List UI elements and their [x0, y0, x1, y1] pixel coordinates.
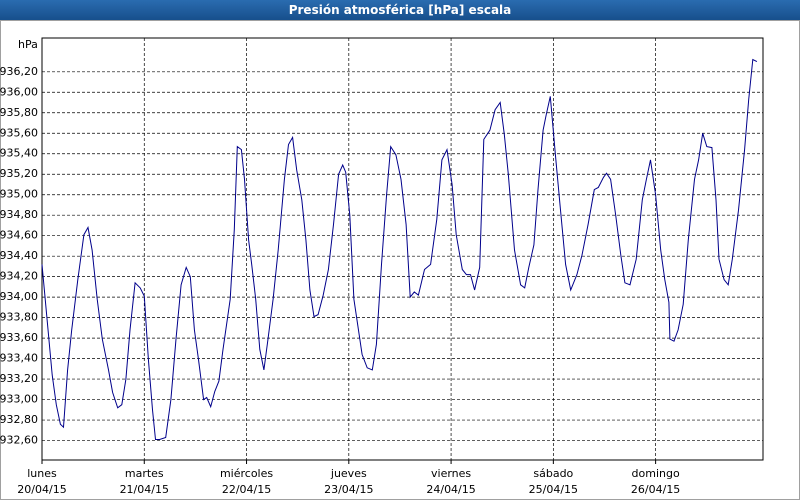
x-tick-label: lunes [27, 467, 57, 480]
y-tick-label: 935,20 [0, 167, 38, 180]
y-tick-label: 933,60 [0, 331, 38, 344]
x-tick-label: miércoles [220, 467, 273, 480]
x-tick-label: sábado [533, 467, 573, 480]
x-tick-date: 25/04/15 [529, 483, 578, 496]
x-tick-label: jueves [330, 467, 367, 480]
y-tick-label: 932,80 [0, 413, 38, 426]
y-tick-label: 932,60 [0, 434, 38, 447]
x-tick-label: domingo [632, 467, 680, 480]
x-tick-date: 22/04/15 [222, 483, 271, 496]
y-tick-label: 935,40 [0, 147, 38, 160]
x-tick-label: viernes [431, 467, 471, 480]
x-tick-date: 24/04/15 [426, 483, 475, 496]
y-tick-label: 934,20 [0, 270, 38, 283]
plot-frame [41, 37, 764, 461]
y-tick-label: 933,40 [0, 352, 38, 365]
y-tick-label: 934,40 [0, 249, 38, 262]
y-tick-label: 934,80 [0, 208, 38, 221]
y-tick-label: 933,20 [0, 372, 38, 385]
x-tick-label: martes [125, 467, 164, 480]
y-axis-title: hPa [18, 38, 38, 51]
series-line [41, 58, 758, 440]
y-tick-label: 936,00 [0, 85, 38, 98]
y-tick-label: 935,60 [0, 126, 38, 139]
chart: hPa 932,60 932,80 933,00 933,20 933,40 933,60… [0, 20, 800, 500]
y-tick-label: 934,00 [0, 290, 38, 303]
chart-border [0, 20, 800, 500]
x-tick-date: 21/04/15 [120, 483, 169, 496]
y-tick-label: 935,80 [0, 106, 38, 119]
y-tick-label: 933,80 [0, 311, 38, 324]
y-tick-label: 936,20 [0, 65, 38, 78]
y-tick-label: 935,00 [0, 188, 38, 201]
x-tick-date: 20/04/15 [17, 483, 66, 496]
y-tick-label: 933,00 [0, 393, 38, 406]
x-tick-date: 26/04/15 [631, 483, 680, 496]
x-tick-date: 23/04/15 [324, 483, 373, 496]
title-bar: Presión atmosférica [hPa] escala [0, 0, 800, 20]
y-tick-label: 934,60 [0, 229, 38, 242]
